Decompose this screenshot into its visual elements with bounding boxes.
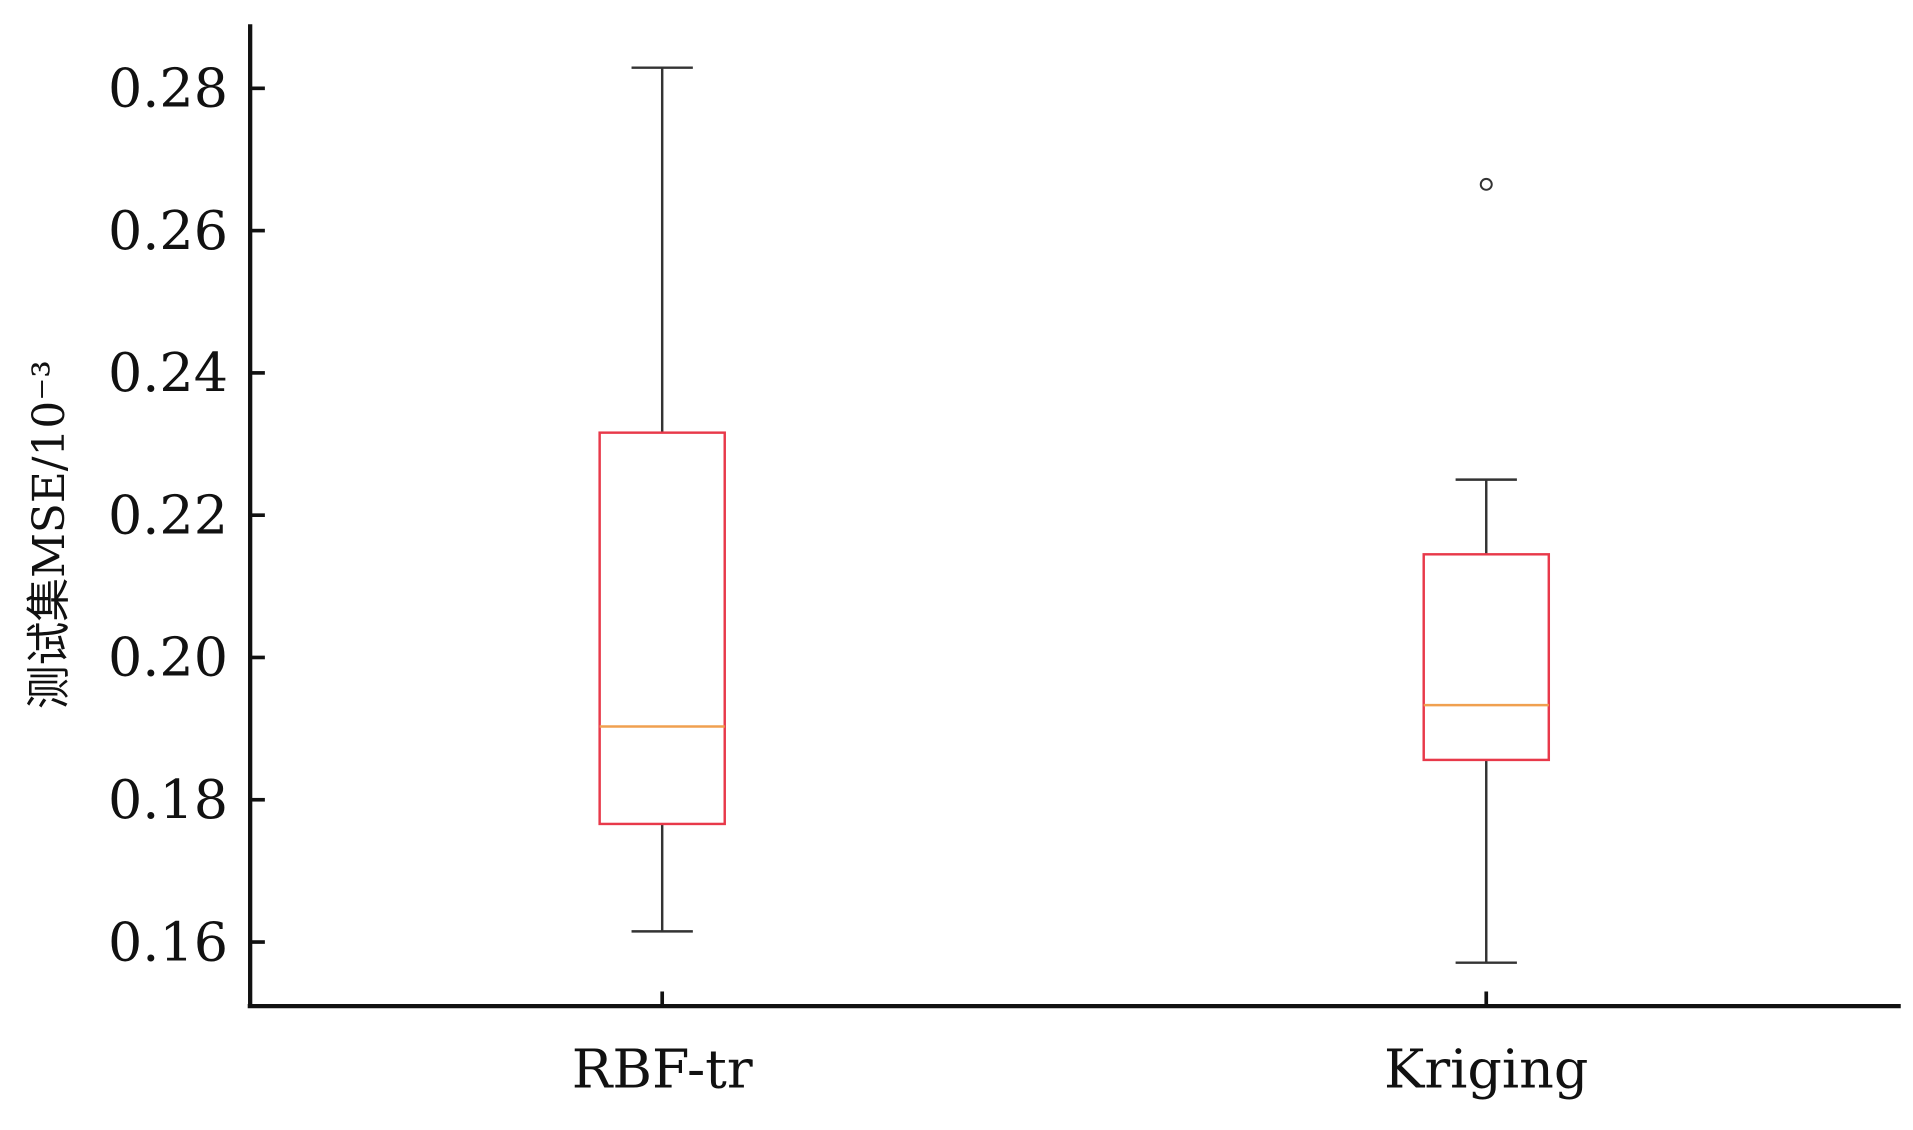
y-tick-label: 0.26 [108, 199, 228, 262]
y-tick-label: 0.22 [108, 484, 228, 547]
y-tick-label: 0.16 [108, 910, 228, 973]
axes: 0.16 0.18 0.20 0.22 0.24 0.26 0.28 RBF-tr Krigin… [108, 24, 1901, 1100]
x-tick-label: Kriging [1384, 1038, 1588, 1101]
y-tick-label: 0.28 [108, 57, 228, 120]
outlier-point [1479, 177, 1493, 191]
box-kriging [1422, 177, 1551, 964]
y-axis-label: 测试集MSE/10⁻³ [24, 360, 75, 709]
y-tick-label: 0.20 [108, 626, 228, 689]
box-rbf-tr [598, 66, 726, 933]
y-tick-label: 0.18 [108, 768, 228, 831]
iqr-box [1422, 553, 1551, 762]
x-tick-label: RBF-tr [572, 1038, 753, 1101]
iqr-box [598, 431, 726, 826]
y-tick-label: 0.24 [108, 341, 228, 404]
boxes [598, 66, 1551, 964]
